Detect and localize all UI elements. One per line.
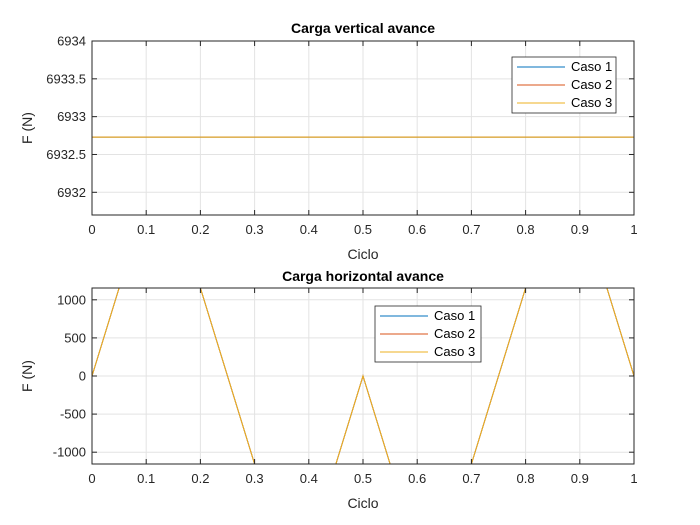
chart-title: Carga horizontal avance <box>282 268 444 284</box>
tick-labels: 0 0.1 0.2 0.3 0.4 0.5 0.6 0.7 0.8 0.9 1 -1000 -500 0 5… <box>53 292 638 486</box>
tick-marks <box>91 40 635 215</box>
x-tick-label: 0.3 <box>246 471 264 486</box>
x-tick-label: 0.6 <box>408 471 426 486</box>
x-tick-label: 0.5 <box>354 222 372 237</box>
y-tick-label: 6934 <box>57 34 86 49</box>
x-tick-label: 0.2 <box>191 222 209 237</box>
x-tick-label: 0.7 <box>462 222 480 237</box>
y-tick-label: 6932 <box>57 185 86 200</box>
chart-horizontal-load: 0 0.1 0.2 0.3 0.4 0.5 0.6 0.7 0.8 0.9 1 -1000 -500 0 5… <box>19 268 638 511</box>
y-tick-label: 500 <box>64 330 86 345</box>
y-tick-label: 0 <box>79 369 86 384</box>
tick-labels: 0 0.1 0.2 0.3 0.4 0.5 0.6 0.7 0.8 0.9 1 6932 6932.5 6… <box>46 34 637 238</box>
legend-label: Caso 2 <box>571 77 612 92</box>
y-tick-label: 6933.5 <box>46 71 86 86</box>
x-tick-label: 0.7 <box>462 471 480 486</box>
y-axis-label: F (N) <box>19 360 35 392</box>
tick-marks <box>91 288 635 464</box>
chart-vertical-load: 0 0.1 0.2 0.3 0.4 0.5 0.6 0.7 0.8 0.9 1 6932 6932.5 6… <box>19 20 638 262</box>
x-tick-label: 0.3 <box>246 222 264 237</box>
y-axis-label: F (N) <box>19 112 35 144</box>
x-tick-label: 0.5 <box>354 471 372 486</box>
y-tick-label: 1000 <box>57 292 86 307</box>
x-tick-label: 0.2 <box>191 471 209 486</box>
x-tick-label: 0 <box>88 222 95 237</box>
legend-label: Caso 1 <box>434 308 475 323</box>
legend: Caso 1 Caso 2 Caso 3 <box>511 56 617 114</box>
x-axis-label: Ciclo <box>347 246 378 262</box>
legend-label: Caso 3 <box>571 95 612 110</box>
legend-label: Caso 1 <box>571 59 612 74</box>
x-tick-label: 1 <box>630 471 637 486</box>
chart-title: Carga vertical avance <box>291 20 435 36</box>
x-tick-label: 0.1 <box>137 471 155 486</box>
x-tick-label: 0.8 <box>517 471 535 486</box>
y-tick-label: 6933 <box>57 109 86 124</box>
x-tick-label: 0.6 <box>408 222 426 237</box>
x-axis-label: Ciclo <box>347 495 378 511</box>
x-tick-label: 0.4 <box>300 471 318 486</box>
y-tick-label: -500 <box>60 407 86 422</box>
x-tick-label: 1 <box>630 222 637 237</box>
x-tick-label: 0.9 <box>571 471 589 486</box>
legend: Caso 1 Caso 2 Caso 3 <box>374 305 482 363</box>
y-tick-label: 6932.5 <box>46 147 86 162</box>
legend-label: Caso 3 <box>434 344 475 359</box>
x-tick-label: 0.1 <box>137 222 155 237</box>
legend-label: Caso 2 <box>434 326 475 341</box>
x-tick-label: 0 <box>88 471 95 486</box>
x-tick-label: 0.9 <box>571 222 589 237</box>
x-tick-label: 0.4 <box>300 222 318 237</box>
x-tick-label: 0.8 <box>517 222 535 237</box>
y-tick-label: -1000 <box>53 445 86 460</box>
